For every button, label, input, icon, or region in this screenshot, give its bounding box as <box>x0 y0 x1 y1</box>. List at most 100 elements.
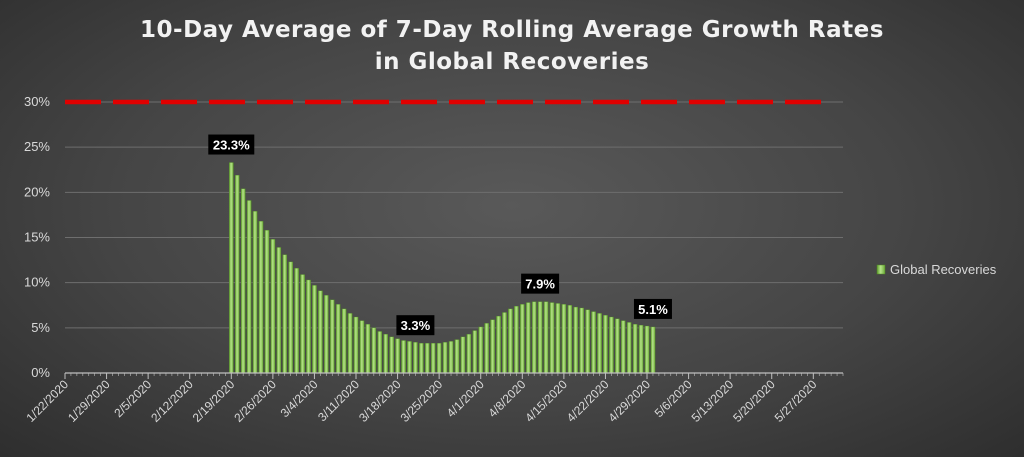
bar <box>644 325 650 374</box>
y-tick-label: 0% <box>31 365 50 380</box>
x-tick-label: 2/26/2020 <box>231 377 279 425</box>
x-tick-label: 3/4/2020 <box>278 377 321 420</box>
bar <box>484 323 489 374</box>
data-label-box <box>208 134 255 155</box>
y-tick-label: 30% <box>24 94 50 109</box>
bar <box>264 230 270 374</box>
bar <box>389 336 394 374</box>
x-tick-label: 1/22/2020 <box>23 377 71 425</box>
bar <box>537 301 543 374</box>
gridlines <box>65 101 843 329</box>
bar <box>490 319 495 374</box>
x-tick-label: 5/6/2020 <box>652 377 695 420</box>
bar-series <box>229 162 656 374</box>
y-tick-label: 5% <box>31 320 50 335</box>
x-tick-label: 2/5/2020 <box>111 377 154 420</box>
data-labels: 23.3% 3.3% 7.9% 5.1% <box>208 134 672 336</box>
data-label-box <box>633 298 672 319</box>
data-label: 3.3% <box>396 315 435 336</box>
bar <box>520 304 525 374</box>
data-label-text: 7.9% <box>525 277 555 292</box>
bar <box>335 304 341 374</box>
bar <box>288 261 293 374</box>
bar <box>246 200 252 374</box>
bar <box>424 343 430 374</box>
bar <box>620 320 626 374</box>
bar <box>377 331 383 374</box>
x-tick-label: 5/13/2020 <box>689 377 737 425</box>
bar <box>436 343 442 374</box>
bar <box>478 326 484 374</box>
bar <box>229 162 234 374</box>
bar <box>359 320 365 374</box>
legend-label: Global Recoveries <box>890 262 997 277</box>
bar <box>609 316 614 374</box>
bar <box>401 340 406 374</box>
y-tick-label: 15% <box>24 230 50 245</box>
y-tick-label: 20% <box>24 184 50 199</box>
bar <box>329 299 335 374</box>
bar <box>531 301 537 374</box>
data-label-text: 5.1% <box>638 302 668 317</box>
bar <box>383 334 388 374</box>
data-label-box <box>521 273 560 294</box>
bar <box>549 302 555 374</box>
x-tick-label: 4/15/2020 <box>522 377 570 425</box>
bar <box>407 341 412 374</box>
bar <box>567 305 573 374</box>
bar <box>270 239 276 374</box>
axes: 0% 5% 10% 15% 20% 25% 30% 1/22/20201/29/20202/5… <box>23 94 844 425</box>
bar <box>597 313 602 374</box>
bar <box>448 341 454 374</box>
bar <box>543 301 549 374</box>
bar <box>650 326 656 374</box>
x-tick-label: 3/18/2020 <box>356 377 404 425</box>
data-label-box <box>396 315 435 336</box>
bar <box>300 274 305 374</box>
bar <box>626 322 632 374</box>
x-tick-label: 5/27/2020 <box>772 377 820 425</box>
bar <box>502 312 507 374</box>
bar <box>525 302 531 374</box>
data-label: 7.9% <box>521 273 560 294</box>
bar <box>240 188 246 374</box>
bar <box>306 279 311 374</box>
bar <box>454 339 460 374</box>
legend: Global Recoveries <box>876 262 997 277</box>
bar <box>258 221 264 374</box>
x-tick-label: 5/20/2020 <box>730 377 778 425</box>
bar <box>312 285 317 374</box>
bar <box>508 308 513 374</box>
bar <box>561 304 567 374</box>
y-tick-label: 10% <box>24 275 50 290</box>
data-label: 5.1% <box>633 298 672 319</box>
bar <box>371 327 377 374</box>
bar <box>632 324 638 374</box>
x-tick-label: 1/29/2020 <box>65 377 113 425</box>
chart-title-line-1: 10-Day Average of 7-Day Rolling Average … <box>140 17 884 43</box>
bar <box>514 306 519 374</box>
bar <box>353 316 359 374</box>
bar <box>638 324 644 374</box>
bar <box>413 342 418 374</box>
bar <box>276 247 282 374</box>
bar <box>252 211 258 374</box>
bar <box>579 307 584 374</box>
x-tick-label: 4/8/2020 <box>485 377 528 420</box>
bar <box>555 303 561 374</box>
bar <box>430 343 436 374</box>
bar <box>282 254 288 374</box>
bar <box>496 315 501 374</box>
bar <box>603 315 608 374</box>
x-tick-label: 2/19/2020 <box>190 377 238 425</box>
bar <box>591 311 596 374</box>
data-label-text: 23.3% <box>213 138 250 153</box>
x-tick-label: 3/25/2020 <box>398 377 446 425</box>
legend-swatch <box>876 264 886 275</box>
bar <box>573 306 579 374</box>
bar <box>324 295 329 374</box>
chart-title: 10-Day Average of 7-Day Rolling Average … <box>0 14 1024 78</box>
x-tick-label: 3/11/2020 <box>315 377 362 424</box>
bar <box>341 308 347 374</box>
